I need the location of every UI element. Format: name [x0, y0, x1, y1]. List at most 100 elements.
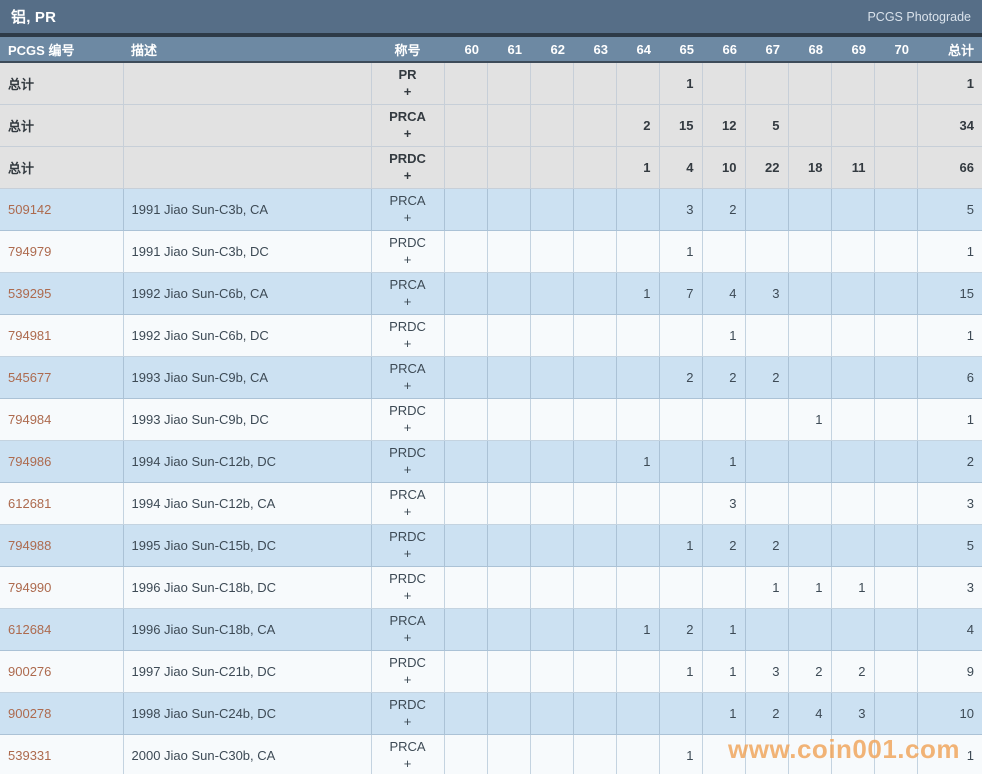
grade-64-count: 1 — [615, 271, 660, 315]
designation-plus: + — [403, 588, 412, 603]
designation-cell: PRDC + — [370, 565, 445, 609]
designation-label: PRDC — [389, 235, 426, 250]
pcgs-number-link[interactable]: 794984 — [0, 397, 124, 441]
grade-66-count: 2 — [701, 355, 746, 399]
designation-label: PRDC — [389, 445, 426, 460]
grade-62-count — [529, 691, 574, 735]
designation-cell: PRCA + — [370, 187, 445, 231]
pcgs-number-link[interactable]: 539331 — [0, 733, 124, 774]
grade-70-count — [873, 61, 918, 105]
grade-63-count — [572, 607, 617, 651]
row-total: 10 — [916, 691, 982, 735]
grade-61-count — [486, 649, 531, 693]
grade-62-count — [529, 187, 574, 231]
designation-label: PRDC — [389, 571, 426, 586]
grade-65-count: 2 — [658, 355, 703, 399]
grade-68-count — [787, 439, 832, 483]
coin-description: 1994 Jiao Sun-C12b, DC — [122, 439, 372, 483]
grade-64-count: 1 — [615, 607, 660, 651]
designation-cell: PRCA + — [370, 607, 445, 651]
grade-69-count — [830, 733, 875, 774]
grade-67-count — [744, 481, 789, 525]
grade-65-count: 2 — [658, 607, 703, 651]
header-grade-64: 64 — [616, 37, 659, 63]
grade-69-count — [830, 103, 875, 147]
pcgs-number-link[interactable]: 794979 — [0, 229, 124, 273]
grade-65-count — [658, 313, 703, 357]
grade-64-count — [615, 355, 660, 399]
grade-68-count: 1 — [787, 397, 832, 441]
grade-66-count: 10 — [701, 145, 746, 189]
grade-64-count — [615, 733, 660, 774]
pcgs-number-link[interactable]: 794986 — [0, 439, 124, 483]
coin-description: 2000 Jiao Sun-C30b, CA — [122, 733, 372, 774]
grade-62-count — [529, 565, 574, 609]
grade-69-count — [830, 271, 875, 315]
designation-plus: + — [403, 672, 412, 687]
grade-64-count — [615, 649, 660, 693]
grade-67-count — [744, 61, 789, 105]
grade-65-count: 4 — [658, 145, 703, 189]
grade-61-count — [486, 103, 531, 147]
designation-cell: PRDC + — [370, 649, 445, 693]
grade-69-count — [830, 355, 875, 399]
coin-description: 1995 Jiao Sun-C15b, DC — [122, 523, 372, 567]
designation-plus: + — [403, 504, 412, 519]
header-grade-68: 68 — [788, 37, 831, 63]
grade-66-count — [701, 565, 746, 609]
designation-cell: PRCA + — [370, 355, 445, 399]
grade-67-count: 22 — [744, 145, 789, 189]
table-row: 612681 1994 Jiao Sun-C12b, CA PRCA +3 3 — [0, 481, 982, 525]
table-row: 794988 1995 Jiao Sun-C15b, DC PRDC +1 2 2 5 — [0, 523, 982, 567]
grade-69-count — [830, 607, 875, 651]
table-row: 794986 1994 Jiao Sun-C12b, DC PRDC +1 1 2 — [0, 439, 982, 483]
grade-69-count — [830, 397, 875, 441]
row-total: 1 — [916, 733, 982, 774]
grade-60-count — [443, 565, 488, 609]
pcgs-number-link[interactable]: 794988 — [0, 523, 124, 567]
row-total: 34 — [916, 103, 982, 147]
grade-60-count — [443, 607, 488, 651]
pcgs-number-link[interactable]: 612684 — [0, 607, 124, 651]
pcgs-number-link[interactable]: 794990 — [0, 565, 124, 609]
grade-60-count — [443, 691, 488, 735]
grade-60-count — [443, 649, 488, 693]
header-grade-60: 60 — [444, 37, 487, 63]
grade-63-count — [572, 313, 617, 357]
grade-67-count: 3 — [744, 271, 789, 315]
grade-61-count — [486, 607, 531, 651]
pcgs-number-link[interactable]: 539295 — [0, 271, 124, 315]
grade-62-count — [529, 607, 574, 651]
designation-cell: PRCA + — [370, 271, 445, 315]
grade-69-count — [830, 187, 875, 231]
grade-66-count: 2 — [701, 523, 746, 567]
pcgs-number-link[interactable]: 900278 — [0, 691, 124, 735]
grade-70-count — [873, 145, 918, 189]
designation-label: PRCA — [389, 613, 426, 628]
grade-63-count — [572, 103, 617, 147]
coin-description — [122, 103, 372, 147]
designation-plus: + — [403, 420, 412, 435]
pcgs-number-link[interactable]: 545677 — [0, 355, 124, 399]
pcgs-number-link[interactable]: 794981 — [0, 313, 124, 357]
grade-67-count — [744, 439, 789, 483]
pcgs-number-link[interactable]: 612681 — [0, 481, 124, 525]
designation-cell: PRDC + — [370, 145, 445, 189]
grade-60-count — [443, 481, 488, 525]
grade-60-count — [443, 355, 488, 399]
table-row: 539295 1992 Jiao Sun-C6b, CA PRCA +1 7 4 3 15 — [0, 271, 982, 315]
grade-61-count — [486, 271, 531, 315]
table-row: 794981 1992 Jiao Sun-C6b, DC PRDC +1 1 — [0, 313, 982, 357]
header-grade-61: 61 — [487, 37, 530, 63]
pcgs-number-link[interactable]: 900276 — [0, 649, 124, 693]
grade-64-count — [615, 523, 660, 567]
pcgs-number-link[interactable]: 509142 — [0, 187, 124, 231]
grade-64-count: 2 — [615, 103, 660, 147]
pcgs-photograde-link[interactable]: PCGS Photograde — [867, 9, 971, 24]
grade-65-count — [658, 691, 703, 735]
row-total: 3 — [916, 481, 982, 525]
grade-70-count — [873, 607, 918, 651]
row-total: 3 — [916, 565, 982, 609]
header-description: 描述 — [123, 37, 371, 63]
